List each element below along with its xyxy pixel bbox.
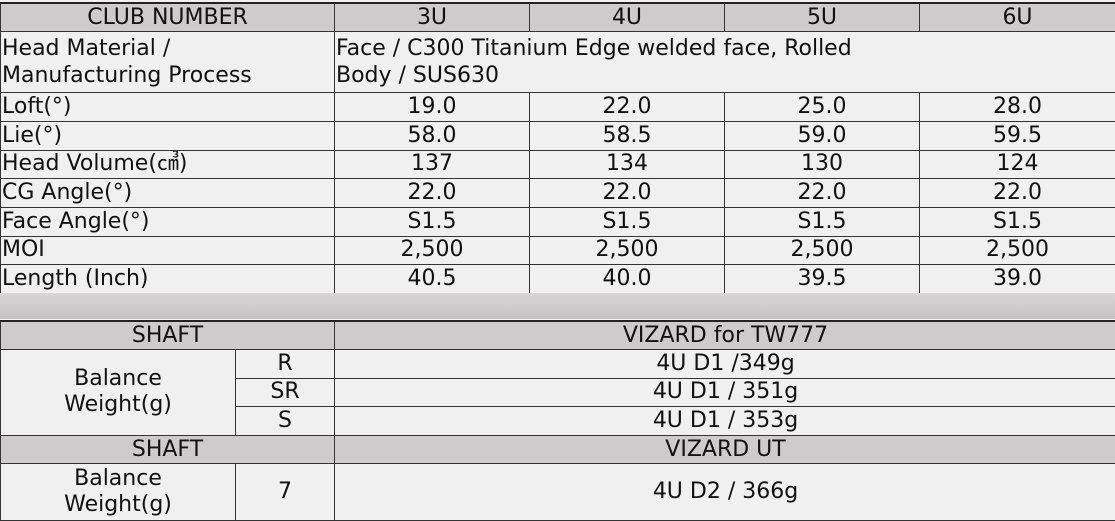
spec-row: Loft(°) 19.0 22.0 25.0 28.0 — [0, 92, 1115, 122]
club-header: 4U — [529, 2, 725, 33]
spec-row: Length (Inch) 40.5 40.0 39.5 39.0 — [0, 264, 1115, 294]
spec-value: 134 — [529, 149, 725, 180]
spec-value: S1.5 — [529, 206, 725, 237]
shaft-header-row: SHAFT VIZARD for TW777 — [0, 320, 1115, 351]
spec-value: 19.0 — [334, 92, 530, 122]
spec-row: CG Angle(°) 22.0 22.0 22.0 22.0 — [0, 178, 1115, 208]
spec-value: 2,500 — [334, 235, 530, 266]
spec-value: 59.5 — [919, 120, 1115, 151]
spec-value: 58.0 — [334, 120, 530, 151]
shaft-flex-row: Balance Weight(g) R 4U D1 /349g — [0, 349, 1115, 436]
spec-value: 59.0 — [724, 120, 920, 151]
shaft-flex-row: Balance Weight(g) 7 4U D2 / 366g — [0, 463, 1115, 521]
spec-value: 130 — [724, 149, 920, 180]
spec-value: 2,500 — [529, 235, 725, 266]
flex-label: R — [234, 349, 336, 379]
head-material-label: Head Material / Manufacturing Process — [0, 31, 335, 94]
spec-value: 2,500 — [724, 235, 920, 266]
shaft-header-label: SHAFT — [0, 320, 336, 351]
value-line: Face / C300 Titanium Edge welded face, R… — [336, 36, 852, 62]
club-header: 6U — [919, 2, 1115, 33]
spec-value: 39.0 — [919, 264, 1115, 294]
shaft-header-label: SHAFT — [0, 434, 336, 465]
club-spec-table: CLUB NUMBER 3U 4U 5U 6U Head Material / M… — [0, 2, 1115, 295]
spec-label: Length (Inch) — [0, 264, 335, 294]
spec-label: Head Volume(㎤) — [0, 149, 335, 180]
spec-label: CG Angle(°) — [0, 178, 335, 208]
spec-value: 28.0 — [919, 92, 1115, 122]
balance-weight-value: 4U D2 / 366g — [334, 463, 1115, 521]
balance-weight-value: 4U D1 /349g — [334, 349, 1115, 379]
flex-label: SR — [234, 377, 336, 408]
section-divider — [0, 293, 1115, 319]
spec-label: Loft(°) — [0, 92, 335, 122]
spec-value: 124 — [919, 149, 1115, 180]
spec-row: Face Angle(°) S1.5 S1.5 S1.5 S1.5 — [0, 206, 1115, 237]
spec-value: S1.5 — [919, 206, 1115, 237]
club-header: 5U — [724, 2, 920, 33]
spec-value: 25.0 — [724, 92, 920, 122]
club-header: 3U — [334, 2, 530, 33]
spec-value: 39.5 — [724, 264, 920, 294]
balance-weight-value: 4U D1 / 351g — [334, 377, 1115, 408]
spec-label: Lie(°) — [0, 120, 335, 151]
label-line: Head Material / — [2, 36, 171, 62]
spec-label: MOI — [0, 235, 335, 266]
shaft-name: VIZARD for TW777 — [334, 320, 1115, 351]
flex-label: S — [234, 406, 336, 436]
spec-header-row: CLUB NUMBER 3U 4U 5U 6U — [0, 2, 1115, 33]
head-material-row: Head Material / Manufacturing Process Fac… — [0, 31, 1115, 94]
spec-row: MOI 2,500 2,500 2,500 2,500 — [0, 235, 1115, 266]
spec-value: 22.0 — [334, 178, 530, 208]
spec-value: 22.0 — [724, 178, 920, 208]
head-material-value: Face / C300 Titanium Edge welded face, R… — [334, 31, 1115, 94]
spec-value: S1.5 — [334, 206, 530, 237]
spec-value: 22.0 — [529, 178, 725, 208]
spec-value: 2,500 — [919, 235, 1115, 266]
value-line: Body / SUS630 — [336, 63, 499, 89]
spec-row: Head Volume(㎤) 137 134 130 124 — [0, 149, 1115, 180]
spec-value: 40.0 — [529, 264, 725, 294]
shaft-header-row: SHAFT VIZARD UT — [0, 434, 1115, 465]
spec-value: S1.5 — [724, 206, 920, 237]
label-line: Manufacturing Process — [2, 63, 252, 89]
shaft-name: VIZARD UT — [334, 434, 1115, 465]
spec-label: Face Angle(°) — [0, 206, 335, 237]
flex-label: 7 — [234, 463, 336, 521]
spec-value: 22.0 — [919, 178, 1115, 208]
shaft-table: SHAFT VIZARD for TW777 Balance Weight(g) R 4… — [0, 320, 1115, 521]
balance-weight-label: Balance Weight(g) — [0, 349, 236, 436]
spec-value: 22.0 — [529, 92, 725, 122]
spec-value: 137 — [334, 149, 530, 180]
club-number-header: CLUB NUMBER — [0, 2, 335, 33]
spec-row: Lie(°) 58.0 58.5 59.0 59.5 — [0, 120, 1115, 151]
spec-value: 58.5 — [529, 120, 725, 151]
balance-weight-value: 4U D1 / 353g — [334, 406, 1115, 436]
spec-value: 40.5 — [334, 264, 530, 294]
balance-weight-label: Balance Weight(g) — [0, 463, 236, 521]
